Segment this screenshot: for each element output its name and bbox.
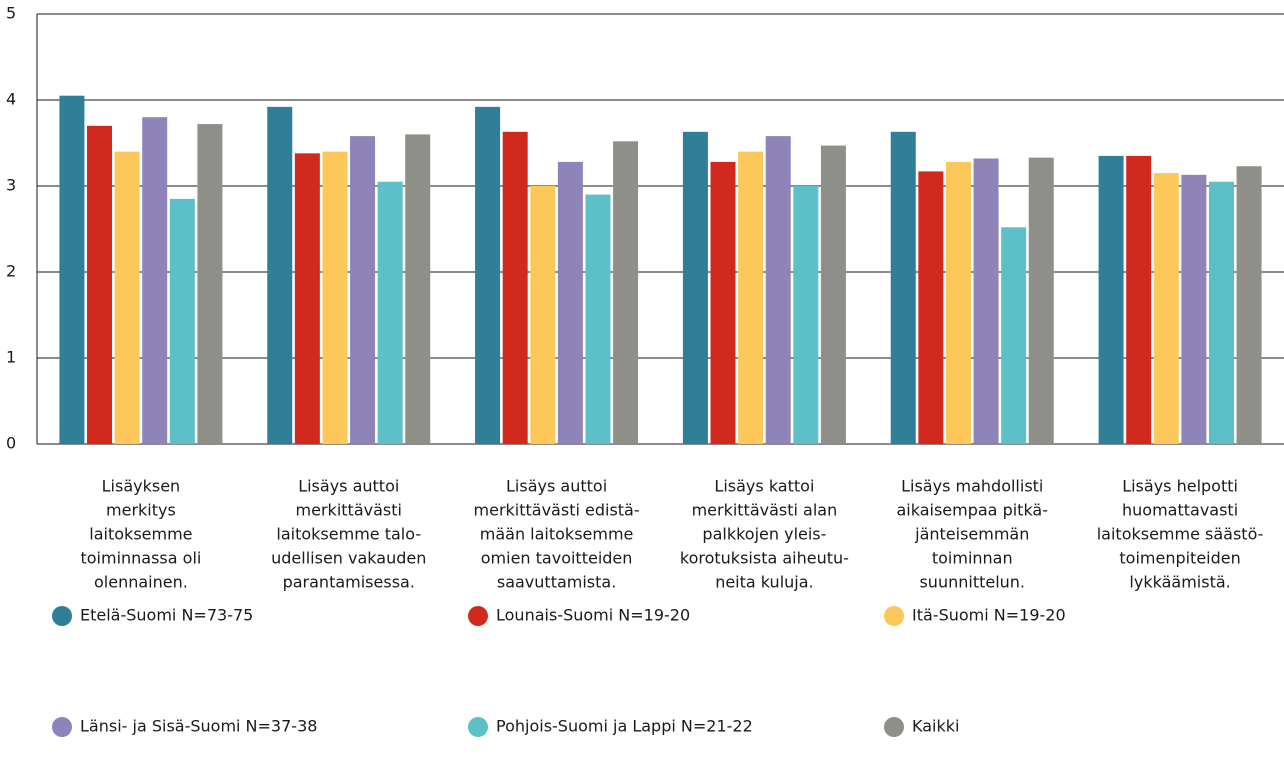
x-tick-label: toimenpiteiden (1119, 549, 1240, 568)
legend-swatch (884, 717, 904, 737)
bar (502, 131, 528, 444)
y-tick-label: 4 (6, 90, 16, 109)
bar (350, 136, 376, 444)
x-tick-label: omien tavoitteiden (481, 549, 633, 568)
x-tick-label: korotuksista aiheutu- (680, 549, 849, 568)
x-tick-label: Lisäyksen (102, 477, 181, 496)
legend-label: Itä-Suomi N=19-20 (912, 606, 1066, 625)
x-tick-label: toiminnassa oli (80, 549, 201, 568)
bar (682, 131, 708, 444)
bar (945, 161, 971, 445)
bar (1001, 227, 1027, 444)
x-tick-label: merkitys (106, 501, 176, 520)
bar (294, 153, 320, 444)
x-tick-label: merkittävästi alan (692, 501, 838, 520)
bar (1028, 157, 1054, 444)
y-tick-label: 5 (6, 4, 16, 23)
x-tick-label: merkittävästi (296, 501, 402, 520)
x-tick-label: saavuttamista. (497, 573, 616, 592)
y-tick-label: 2 (6, 262, 16, 281)
x-tick-label: laitoksemme talo- (276, 525, 421, 544)
bar (918, 171, 944, 444)
bar (613, 141, 639, 444)
legend-label: Länsi- ja Sisä-Suomi N=37-38 (80, 717, 317, 736)
bar (1153, 173, 1179, 444)
x-tick-label: parantamisessa. (283, 573, 415, 592)
x-tick-label: laitoksemme säästö- (1097, 525, 1264, 544)
legend-swatch (884, 606, 904, 626)
bar (87, 125, 113, 445)
bar (1236, 166, 1262, 444)
bar (197, 124, 223, 444)
x-tick-label: aikaisempaa pitkä- (896, 501, 1048, 520)
x-tick-label: merkittävästi edistä- (474, 501, 640, 520)
bar (475, 106, 501, 444)
bar (1098, 155, 1124, 444)
x-tick-label: mään laitoksemme (480, 525, 634, 544)
bar (710, 161, 736, 445)
x-tick-label: huomattavasti (1122, 501, 1238, 520)
legend-swatch (52, 606, 72, 626)
legend-label: Kaikki (912, 717, 959, 736)
y-tick-label: 1 (6, 348, 16, 367)
legend-label: Etelä-Suomi N=73-75 (80, 606, 253, 625)
bar (267, 106, 293, 444)
legend-swatch (468, 717, 488, 737)
bar (377, 181, 403, 444)
x-tick-label: neita kuluja. (715, 573, 813, 592)
x-tick-label: Lisäys kattoi (714, 477, 814, 496)
bar (585, 194, 611, 444)
x-tick-label: Lisäys auttoi (298, 477, 399, 496)
bar (405, 134, 431, 444)
y-tick-label: 3 (6, 176, 16, 195)
x-tick-label: Lisäys helpotti (1122, 477, 1238, 496)
bar (820, 145, 846, 444)
bar (738, 151, 764, 444)
x-tick-label: Lisäys auttoi (506, 477, 607, 496)
bar (1208, 181, 1234, 444)
bar (114, 151, 140, 444)
bar (765, 136, 791, 444)
x-tick-label: lykkäämistä. (1129, 573, 1230, 592)
bar (1181, 174, 1207, 444)
x-tick-label: olennainen. (94, 573, 188, 592)
x-tick-label: jänteisemmän (914, 525, 1029, 544)
x-tick-label: udellisen vakauden (271, 549, 426, 568)
x-tick-label: palkkojen yleis- (702, 525, 826, 544)
bar (557, 161, 583, 445)
bar (142, 117, 168, 444)
bar (1126, 155, 1152, 444)
bar (169, 198, 195, 444)
bar (973, 158, 999, 445)
y-tick-label: 0 (6, 434, 16, 453)
bar (322, 151, 348, 444)
bar (59, 95, 85, 444)
x-tick-label: Lisäys mahdollisti (901, 477, 1043, 496)
bar (793, 186, 819, 444)
legend-label: Pohjois-Suomi ja Lappi N=21-22 (496, 717, 753, 736)
bar (530, 186, 556, 444)
x-tick-label: laitoksemme (89, 525, 192, 544)
bar (890, 131, 916, 444)
legend-label: Lounais-Suomi N=19-20 (496, 606, 690, 625)
legend-swatch (52, 717, 72, 737)
x-tick-label: suunnittelun. (919, 573, 1025, 592)
x-tick-label: toiminnan (932, 549, 1013, 568)
legend-swatch (468, 606, 488, 626)
